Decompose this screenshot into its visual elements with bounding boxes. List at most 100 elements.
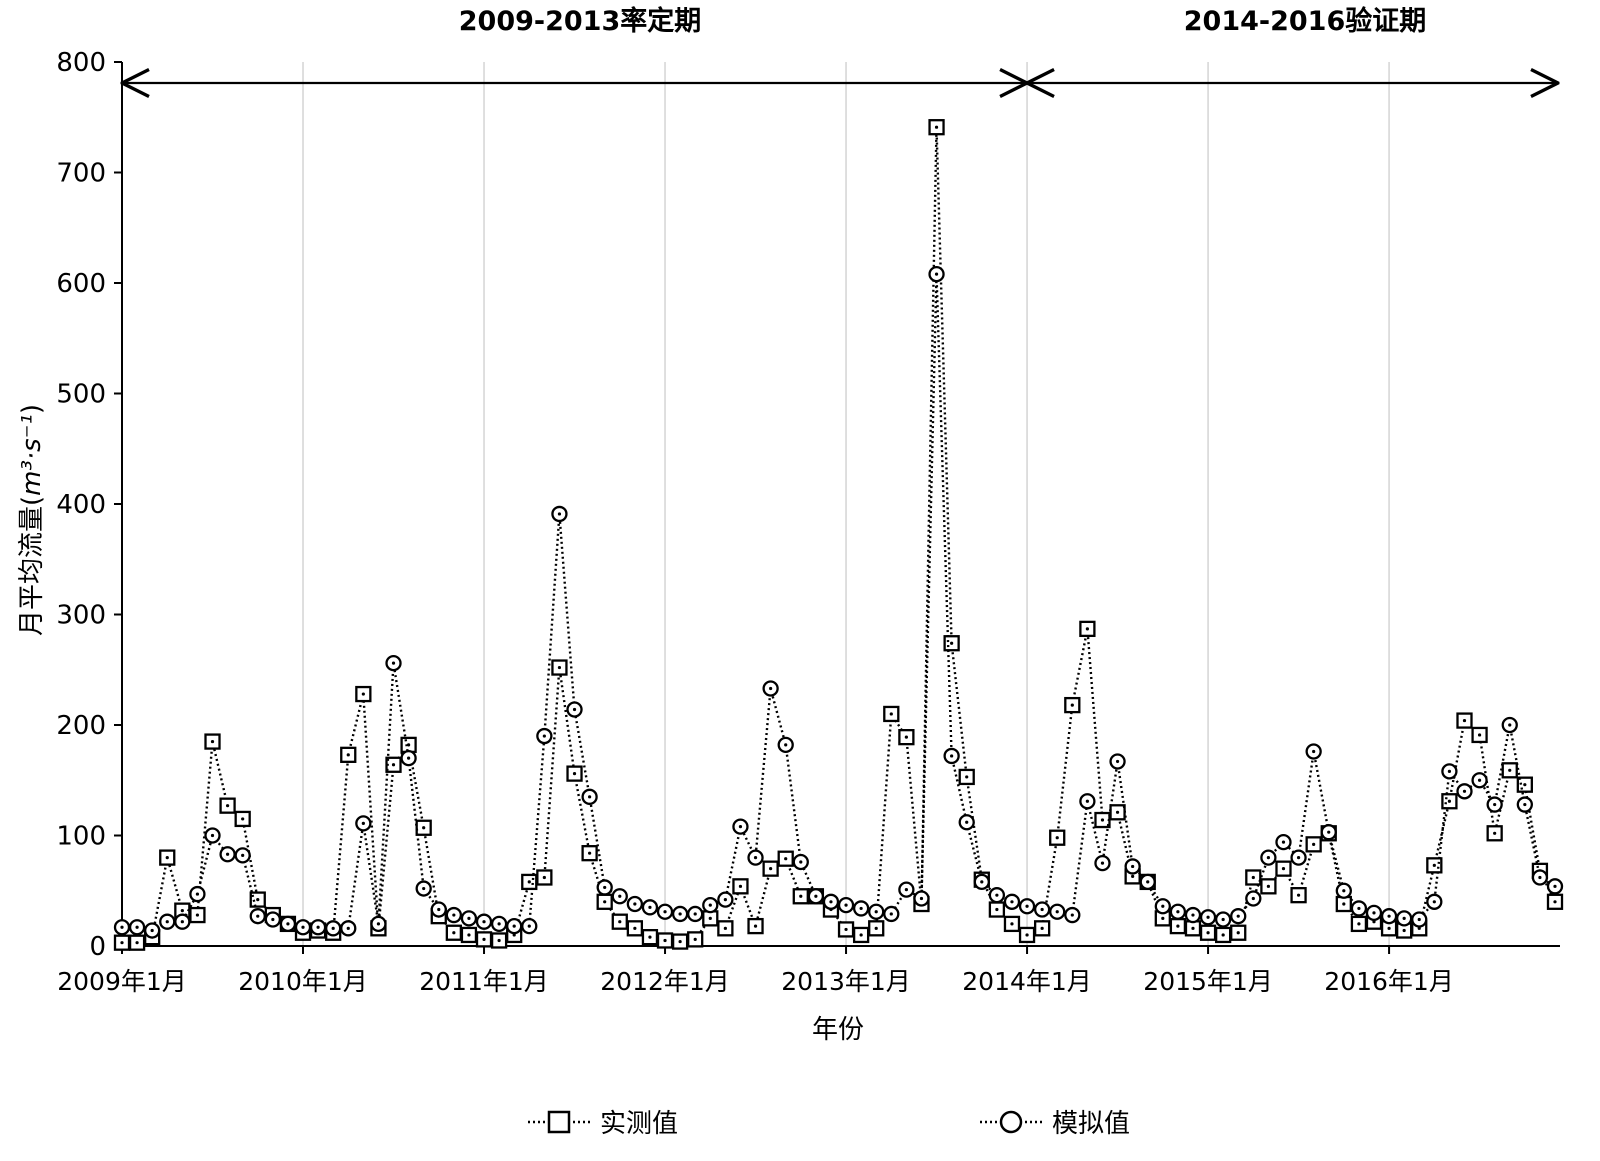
observed-point-dot: [1553, 900, 1557, 904]
legend-item-simulated: 模拟值: [980, 1109, 1130, 1139]
simulated-point-dot: [407, 756, 411, 760]
observed-point-dot: [1462, 718, 1467, 723]
observed-point-dot: [527, 880, 531, 884]
simulated-point-dot: [1402, 916, 1406, 920]
simulated-point-dot: [1327, 830, 1331, 834]
observed-point-dot: [1523, 783, 1527, 787]
simulated-point-dot: [693, 912, 697, 916]
simulated-point-dot: [376, 922, 381, 926]
observed-point-dot: [557, 665, 562, 670]
observed-point-dot: [256, 897, 260, 902]
simulated-point-dot: [1131, 864, 1135, 869]
observed-point-dot: [874, 926, 878, 930]
y-axis-ticks: 0 100 200 300 400 500 600 700 800: [56, 48, 122, 962]
x-axis-ticks: 2009年1月 2010年1月 2011年1月 2012年1月 2013年1月 2014年…: [57, 946, 1454, 996]
y-tick-label-200: 200: [56, 711, 106, 741]
observed-point-dot: [1070, 703, 1074, 707]
simulated-point-dot: [1493, 802, 1497, 807]
observed-point-dot: [950, 641, 954, 645]
observed-point-dot: [1191, 926, 1195, 930]
observed-point-dot: [799, 894, 803, 898]
observed-point-dot: [889, 712, 893, 716]
observed-point-dot: [361, 692, 365, 696]
simulated-point-dot: [331, 926, 335, 930]
simulated-point-dot: [497, 922, 501, 926]
simulated-point-dot: [965, 820, 969, 824]
series-observed: [113, 119, 1564, 951]
simulated-point-dot: [588, 795, 592, 799]
observed-point-dot: [648, 935, 652, 939]
simulated-point-dot: [1100, 861, 1105, 865]
simulated-point-dot: [874, 910, 878, 914]
simulated-point-dot: [467, 916, 471, 920]
simulated-point-dot: [1296, 856, 1301, 860]
simulated-point-dot: [919, 896, 924, 901]
observed-point-dot: [195, 913, 200, 917]
x-tick-label-2: 2011年1月: [419, 967, 549, 996]
observed-point-dot: [1115, 810, 1120, 814]
observed-point-dot: [210, 739, 215, 744]
x-axis-title: 年份: [812, 1015, 864, 1045]
simulated-point-dot: [633, 902, 637, 906]
observed-point-dot: [769, 867, 773, 871]
observed-point-dot: [542, 875, 546, 880]
simulated-point-dot: [1266, 856, 1270, 860]
simulated-point-dot: [1508, 723, 1512, 727]
simulated-point-dot: [482, 920, 486, 924]
observed-point-dot: [1236, 931, 1240, 935]
simulated-point-dot: [1191, 913, 1195, 917]
simulated-point-dot: [1462, 789, 1467, 793]
simulated-point-dot: [1387, 914, 1391, 918]
simulated-point-dot: [1085, 799, 1089, 803]
simulated-point-dot: [904, 888, 908, 892]
observed-point-dot: [1432, 863, 1436, 867]
observed-point-dot: [1281, 867, 1286, 871]
observed-point-dot: [1131, 874, 1135, 878]
simulated-point-dot: [844, 903, 848, 907]
simulated-point-dot: [210, 833, 215, 838]
simulated-point-dot: [603, 885, 607, 890]
observed-point-dot: [934, 125, 939, 129]
x-tick-label-7: 2016年1月: [1324, 967, 1454, 996]
simulated-point-dot: [391, 661, 396, 665]
observed-point-dot: [346, 753, 350, 757]
observed-point-dot: [391, 763, 396, 767]
observed-point-dot: [1206, 931, 1210, 935]
simulated-point-dot: [648, 905, 652, 909]
simulated-point-dot: [753, 856, 758, 860]
simulated-point-dot: [980, 880, 984, 884]
simulated-point-dot: [678, 912, 682, 916]
observed-point-dot: [241, 817, 245, 821]
simulated-point-dot: [1115, 759, 1120, 764]
simulated-point-dot: [271, 917, 275, 922]
simulated-point-dot: [889, 912, 893, 916]
observed-point-dot: [1508, 768, 1512, 772]
simulated-point-dot: [1342, 889, 1346, 893]
observed-point-dot: [1447, 799, 1452, 803]
observed-point-dot: [1085, 627, 1089, 631]
simulated-point-dot: [195, 892, 200, 896]
simulated-point-dot: [527, 924, 531, 928]
simulated-point-dot: [769, 686, 773, 691]
simulated-point-dot: [361, 821, 365, 825]
observed-point-dot: [588, 851, 592, 855]
simulated-point-dot: [422, 886, 426, 891]
simulated-point-dot: [542, 734, 546, 738]
observed-point-dot: [678, 939, 682, 944]
x-tick-label-0: 2009年1月: [57, 967, 187, 996]
x-tick-label-1: 2010年1月: [238, 967, 368, 996]
simulated-point-dot: [316, 925, 320, 929]
simulated-point-dot: [814, 894, 818, 898]
simulated-point-dot: [1221, 917, 1225, 922]
observed-point-dot: [1221, 933, 1225, 937]
observed-point-dot: [859, 933, 863, 937]
y-tick-label-400: 400: [56, 490, 106, 520]
simulated-point-dot: [301, 925, 305, 929]
observed-point-dot: [482, 937, 486, 941]
observed-point-dot: [422, 826, 426, 830]
observed-point-dot: [1402, 928, 1406, 933]
simulated-point-dot: [1372, 911, 1376, 915]
simulated-point-dot: [859, 906, 863, 911]
observed-point-dot: [120, 941, 124, 945]
